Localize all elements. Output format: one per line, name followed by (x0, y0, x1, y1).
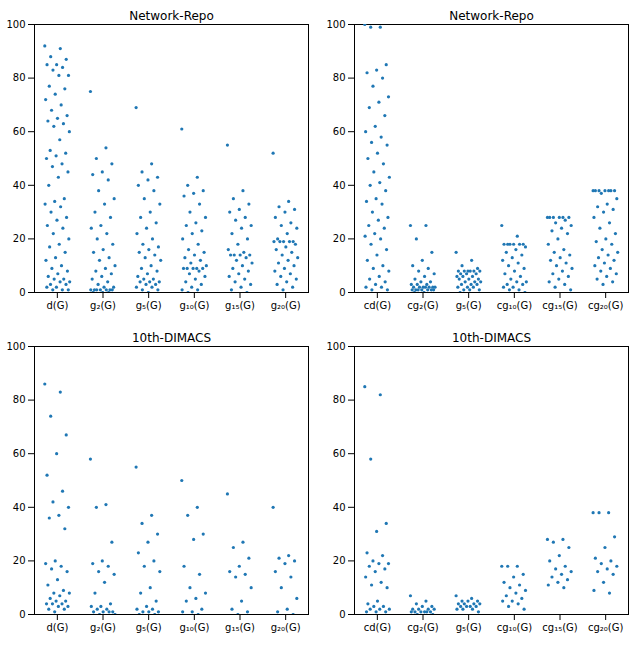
svg-text:cg₁₀(G): cg₁₀(G) (497, 300, 533, 311)
svg-text:60: 60 (333, 126, 346, 137)
svg-text:10th-DIMACS: 10th-DIMACS (132, 331, 211, 345)
svg-text:10th-DIMACS: 10th-DIMACS (452, 331, 531, 345)
svg-text:60: 60 (333, 448, 346, 459)
svg-text:0: 0 (339, 287, 345, 298)
svg-text:cg₂(G): cg₂(G) (407, 300, 439, 311)
svg-text:100: 100 (6, 19, 25, 30)
svg-text:g₁₅(G): g₁₅(G) (225, 300, 255, 311)
svg-text:g₁₀(G): g₁₀(G) (179, 300, 209, 311)
svg-text:80: 80 (333, 72, 346, 83)
svg-text:cd(G): cd(G) (364, 300, 391, 311)
svg-text:0: 0 (19, 287, 25, 298)
svg-text:cg₁₀(G): cg₁₀(G) (497, 622, 533, 633)
svg-text:40: 40 (333, 180, 346, 191)
svg-text:cg₂(G): cg₂(G) (407, 622, 439, 633)
svg-text:100: 100 (6, 341, 25, 352)
svg-text:g₂(G): g₂(G) (90, 622, 116, 633)
svg-text:20: 20 (13, 555, 26, 566)
svg-text:d(G): d(G) (46, 300, 68, 311)
svg-text:g₂₀(G): g₂₀(G) (271, 300, 301, 311)
svg-text:cg₂₀(G): cg₂₀(G) (588, 300, 624, 311)
svg-text:g₅(G): g₅(G) (456, 300, 482, 311)
svg-text:cg₁₅(G): cg₁₅(G) (542, 622, 578, 633)
svg-text:60: 60 (13, 126, 26, 137)
svg-text:Network-Repo: Network-Repo (449, 9, 534, 23)
svg-text:g₁₅(G): g₁₅(G) (225, 622, 255, 633)
svg-text:cg₁₅(G): cg₁₅(G) (542, 300, 578, 311)
svg-text:80: 80 (333, 394, 346, 405)
svg-text:cg₂₀(G): cg₂₀(G) (588, 622, 624, 633)
svg-text:g₅(G): g₅(G) (136, 622, 162, 633)
svg-text:g₂₀(G): g₂₀(G) (271, 622, 301, 633)
svg-text:40: 40 (13, 502, 26, 513)
svg-text:d(G): d(G) (46, 622, 68, 633)
svg-text:g₁₀(G): g₁₀(G) (179, 622, 209, 633)
svg-text:100: 100 (326, 341, 345, 352)
svg-text:cd(G): cd(G) (364, 622, 391, 633)
svg-text:40: 40 (333, 502, 346, 513)
svg-text:20: 20 (333, 233, 346, 244)
svg-text:g₅(G): g₅(G) (456, 622, 482, 633)
svg-text:g₅(G): g₅(G) (136, 300, 162, 311)
svg-text:60: 60 (13, 448, 26, 459)
svg-text:Network-Repo: Network-Repo (129, 9, 214, 23)
svg-text:20: 20 (13, 233, 26, 244)
svg-text:100: 100 (326, 19, 345, 30)
svg-text:80: 80 (13, 72, 26, 83)
svg-text:80: 80 (13, 394, 26, 405)
svg-text:0: 0 (339, 609, 345, 620)
svg-text:40: 40 (13, 180, 26, 191)
svg-text:0: 0 (19, 609, 25, 620)
svg-text:g₂(G): g₂(G) (90, 300, 116, 311)
svg-text:20: 20 (333, 555, 346, 566)
